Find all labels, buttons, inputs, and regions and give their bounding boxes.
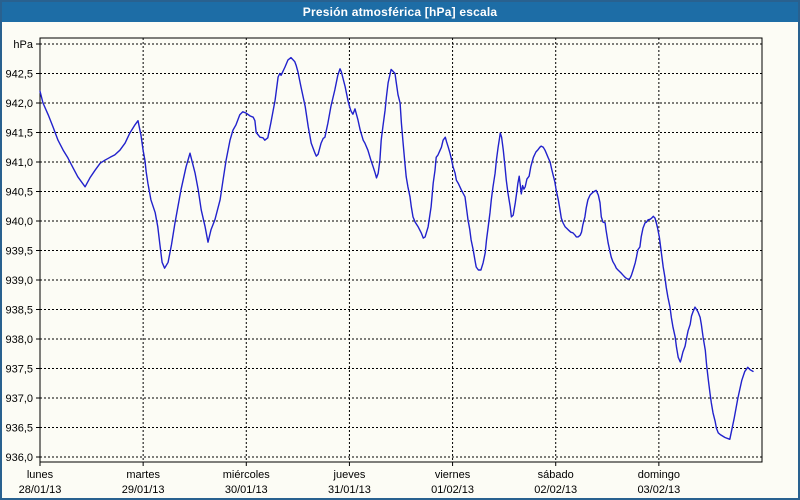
y-axis-tick-label: 941,0 (5, 157, 33, 169)
chart-title: Presión atmosférica [hPa] escala (302, 5, 498, 19)
y-axis-tick-label: 936,5 (5, 423, 33, 435)
y-axis-tick-label: 938,5 (5, 305, 33, 317)
axis-labels: 936,0 936,5 937,0 937,5 938,0 938,5 939,0 939,5… (5, 39, 680, 496)
x-axis-date-label: 01/02/13 (431, 484, 474, 496)
x-axis-date-label: 03/02/13 (637, 484, 680, 496)
y-axis-tick-label: 938,0 (5, 334, 33, 346)
x-axis-day-label: martes (126, 469, 160, 481)
x-axis-day-label: sábado (538, 469, 574, 481)
x-axis-day-label: domingo (638, 469, 680, 481)
y-axis-unit-label: hPa (13, 39, 33, 51)
x-axis-date-label: 02/02/13 (534, 484, 577, 496)
x-axis-date-label: 29/01/13 (122, 484, 165, 496)
x-axis-date-label: 28/01/13 (19, 484, 62, 496)
gridlines (40, 38, 762, 462)
y-axis-tick-label: 941,5 (5, 128, 33, 140)
x-axis-date-label: 31/01/13 (328, 484, 371, 496)
plot-container: 936,0 936,5 937,0 937,5 938,0 938,5 939,0 939,5… (2, 22, 798, 498)
y-axis-tick-label: 942,5 (5, 69, 33, 81)
x-axis-day-label: viernes (435, 469, 471, 481)
plot-border (39, 37, 763, 463)
y-axis-tick-label: 937,5 (5, 364, 33, 376)
y-axis-tick-label: 940,0 (5, 216, 33, 228)
x-axis-date-label: 30/01/13 (225, 484, 268, 496)
pressure-line-chart: 936,0 936,5 937,0 937,5 938,0 938,5 939,0 939,5… (5, 37, 763, 496)
x-axis-day-label: jueves (333, 469, 366, 481)
chart-title-bar: Presión atmosférica [hPa] escala (2, 2, 798, 22)
x-axis-day-label: miércoles (223, 469, 271, 481)
pressure-series-line (39, 56, 754, 440)
y-axis-tick-label: 937,0 (5, 393, 33, 405)
y-axis-tick-label: 942,0 (5, 98, 33, 110)
y-axis-tick-label: 936,0 (5, 452, 33, 464)
y-axis-tick-label: 940,5 (5, 187, 33, 199)
x-axis-day-label: lunes (27, 469, 54, 481)
y-axis-tick-label: 939,5 (5, 246, 33, 258)
axis-ticks (36, 43, 660, 466)
y-axis-tick-label: 939,0 (5, 275, 33, 287)
